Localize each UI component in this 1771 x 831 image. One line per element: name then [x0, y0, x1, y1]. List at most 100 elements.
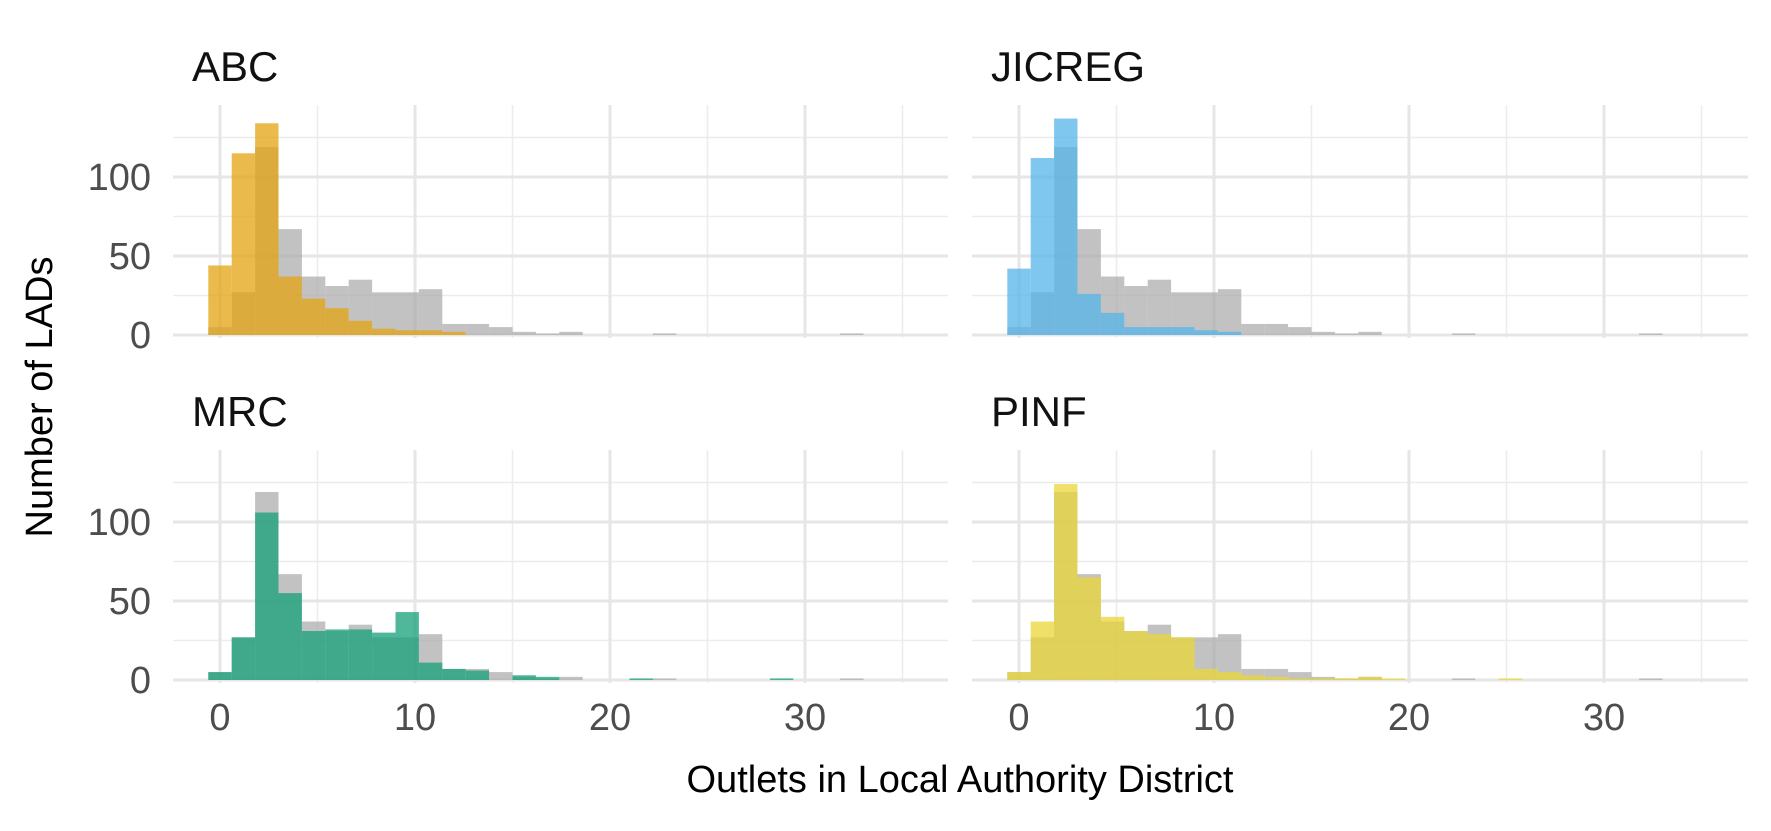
histogram-bar: [301, 631, 326, 680]
background-bar: [652, 678, 677, 680]
x-axis-title: Outlets in Local Authority District: [687, 759, 1234, 801]
histogram-bar: [325, 629, 349, 680]
background-bar: [489, 327, 513, 335]
histogram-bar: [1077, 293, 1101, 335]
background-bar: [1194, 292, 1218, 335]
histogram-bar: [1194, 330, 1218, 335]
histogram-bar: [1358, 676, 1382, 680]
histogram-bar: [348, 629, 373, 680]
background-bar: [652, 333, 677, 335]
background-bar: [840, 678, 864, 680]
background-bar: [1451, 678, 1476, 680]
histogram-bar: [395, 330, 419, 335]
x-tick-label: 20: [1388, 697, 1430, 739]
y-tick-label: 0: [130, 660, 151, 702]
histogram-bar: [418, 662, 443, 680]
background-bar: [1241, 668, 1265, 680]
y-tick-label: 50: [109, 236, 151, 278]
background-bar: [1171, 292, 1195, 335]
histogram-bar: [255, 123, 279, 335]
y-tick-label: 100: [88, 157, 151, 199]
background-bar: [465, 323, 490, 335]
background-bar: [1288, 672, 1312, 680]
facet-title: JICREG: [991, 43, 1145, 90]
histogram-bar: [442, 668, 466, 680]
histogram-bar: [1381, 678, 1406, 680]
background-bar: [840, 333, 864, 335]
y-tick-label: 0: [130, 315, 151, 357]
background-bar: [559, 676, 583, 680]
histogram-bar: [1194, 668, 1218, 680]
histogram-bar: [1264, 676, 1289, 680]
histogram-bar: [325, 308, 349, 335]
background-bar: [1217, 634, 1242, 680]
background-bar: [1451, 333, 1476, 335]
background-bar: [1358, 331, 1382, 335]
x-tick-label: 30: [784, 697, 826, 739]
histogram-bar: [372, 328, 396, 335]
histogram-bar: [301, 298, 326, 335]
x-tick-label: 20: [589, 697, 631, 739]
histogram-bar: [1030, 621, 1055, 680]
facet-panel-jicreg: JICREG: [972, 43, 1748, 338]
histogram-bar: [208, 672, 232, 680]
facet-panel-abc: ABC 0 50 100: [88, 43, 948, 357]
background-bar: [1241, 323, 1265, 335]
histogram-bar: [255, 512, 279, 680]
facet-panel-mrc: MRC 0 50 100 0 10 20 30: [88, 388, 1051, 739]
histogram-bar: [1217, 672, 1242, 680]
background-bar: [559, 331, 583, 335]
background-bar: [1288, 327, 1312, 335]
background-bar: [1217, 289, 1242, 335]
y-tick-label: 50: [109, 581, 151, 623]
facet-title: MRC: [192, 388, 288, 435]
histogram-bar: [442, 331, 466, 335]
histogram-bar: [1334, 678, 1359, 680]
histogram-bar: [1241, 675, 1265, 680]
background-bar: [1147, 279, 1172, 335]
histogram-bar: [769, 678, 794, 680]
histogram-bar: [372, 632, 396, 680]
histogram-bar: [1311, 678, 1335, 680]
histogram-bar: [208, 265, 232, 335]
facets-layer: ABC 0 50 100 JICREG MRC 0 50 100 0 10 20 30 PINF 0 10 20…: [88, 43, 1748, 739]
background-bar: [1264, 668, 1289, 680]
histogram-bar: [1007, 672, 1031, 680]
background-bar: [395, 292, 419, 335]
background-bar: [489, 672, 513, 680]
histogram-bar: [1147, 327, 1172, 335]
histogram-bar: [231, 153, 256, 335]
histogram-bar: [1217, 331, 1242, 335]
histogram-bar: [1100, 616, 1125, 680]
histogram-bar: [1171, 327, 1195, 335]
x-tick-label: 0: [209, 697, 230, 739]
histogram-bar: [1147, 634, 1172, 680]
histogram-bar: [1007, 268, 1031, 335]
histogram-bar: [231, 637, 256, 680]
facet-title: PINF: [991, 388, 1087, 435]
x-tick-label: 10: [394, 697, 436, 739]
background-bar: [1639, 333, 1663, 335]
background-bar: [372, 292, 396, 335]
histogram-bar: [1077, 577, 1101, 680]
background-bar: [418, 289, 443, 335]
background-bar: [1334, 333, 1359, 335]
histogram-bar: [395, 612, 419, 680]
background-bar: [1124, 286, 1148, 335]
background-bar: [1264, 323, 1289, 335]
histogram-bar: [1171, 637, 1195, 680]
histogram-bar: [348, 320, 373, 335]
background-bar: [442, 323, 466, 335]
histogram-bar: [418, 330, 443, 335]
background-bar: [535, 333, 560, 335]
y-axis-title: Number of LADs: [19, 257, 61, 538]
histogram-bar: [465, 670, 490, 680]
histogram-bar: [535, 676, 560, 680]
background-bar: [1639, 678, 1663, 680]
y-tick-label: 100: [88, 502, 151, 544]
histogram-bar: [1124, 327, 1148, 335]
histogram-bar: [278, 593, 302, 680]
histogram-bar: [1030, 158, 1055, 335]
